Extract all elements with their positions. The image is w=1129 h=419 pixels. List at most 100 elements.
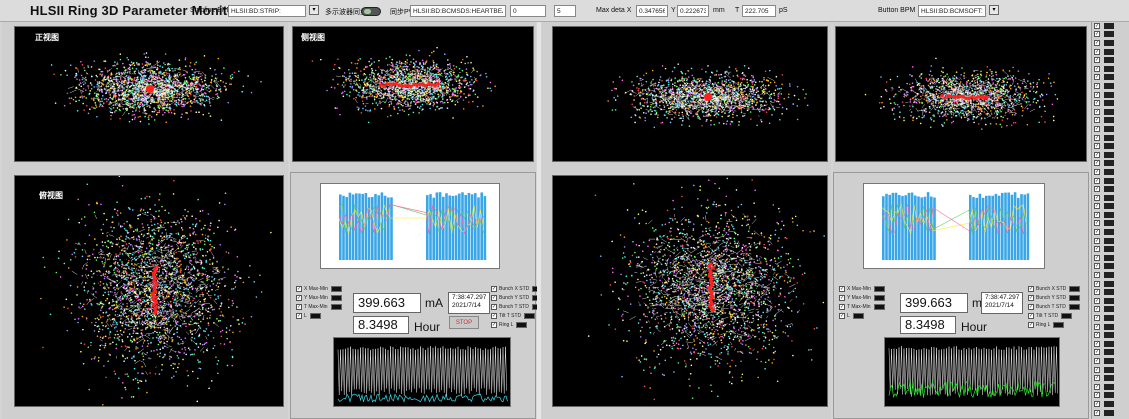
scatter-point xyxy=(211,276,213,278)
scatter-point xyxy=(146,256,148,259)
scatter-point xyxy=(458,85,461,88)
scatter-point xyxy=(415,101,418,104)
scatter-point xyxy=(227,101,230,104)
scatter-point xyxy=(471,79,473,81)
scatter-point xyxy=(88,93,91,95)
scatter-point xyxy=(105,376,107,379)
scatter-point xyxy=(184,216,186,219)
scatter-point xyxy=(208,90,211,93)
scatter-point xyxy=(227,306,230,309)
scatter-point xyxy=(174,363,176,365)
bunch-centroid xyxy=(427,81,431,86)
scatter-point xyxy=(140,380,143,383)
trace-segment xyxy=(195,93,200,95)
trace-segment xyxy=(193,70,201,73)
scatter-point xyxy=(474,93,477,96)
scatter-point xyxy=(142,298,145,301)
scatter-point xyxy=(448,71,451,74)
scatter-point xyxy=(180,242,183,244)
scatter-point xyxy=(116,323,118,326)
scatter-point xyxy=(147,256,149,258)
trace-segment xyxy=(164,102,168,108)
button-bpm-dropdown-icon[interactable]: ▾ xyxy=(989,5,999,15)
scatter-point xyxy=(401,109,404,111)
scatter-point xyxy=(181,91,183,93)
trace-segment xyxy=(141,86,146,90)
scatter-point xyxy=(190,93,192,96)
scatter-point xyxy=(112,81,115,84)
scatter-point xyxy=(472,100,474,103)
scatter-point xyxy=(208,112,210,115)
scatter-point xyxy=(126,336,129,338)
scatter-point xyxy=(183,73,186,76)
scatter-point xyxy=(150,247,152,250)
scatter-point xyxy=(342,86,345,88)
stripline-input[interactable] xyxy=(228,5,306,17)
scatter-point xyxy=(195,77,198,80)
stripline-dropdown-icon[interactable]: ▾ xyxy=(309,5,319,15)
sync-pv-input[interactable] xyxy=(410,5,506,17)
scatter-point xyxy=(204,83,207,86)
trace-segment xyxy=(370,89,376,95)
scatter-point xyxy=(209,104,212,107)
trace-segment xyxy=(169,97,172,100)
scatter-point xyxy=(394,77,397,79)
scatter-point xyxy=(445,75,448,78)
scatter-point xyxy=(144,250,147,253)
top-view-plot[interactable]: 俯视图 xyxy=(14,175,284,407)
scatter-point xyxy=(198,97,201,100)
scatter-point xyxy=(167,221,169,224)
scatter-point xyxy=(184,76,187,79)
scatter-point xyxy=(437,76,439,78)
scatter-point xyxy=(366,88,369,91)
scatter-point xyxy=(137,294,139,296)
max-delta-y-field xyxy=(677,5,709,17)
button-bpm-input[interactable] xyxy=(918,5,986,17)
scatter-point xyxy=(429,87,431,90)
scatter-point xyxy=(139,78,142,81)
scatter-point xyxy=(121,85,123,87)
scatter-point xyxy=(217,269,219,271)
scatter-point xyxy=(433,61,435,64)
scatter-point xyxy=(122,71,125,74)
trace-segment xyxy=(404,73,409,79)
scatter-point xyxy=(195,277,198,279)
scatter-point xyxy=(379,77,382,79)
scatter-point xyxy=(168,236,170,239)
scatter-point xyxy=(183,81,186,84)
trace-segment xyxy=(426,95,430,101)
scatter-point xyxy=(144,380,147,382)
scatter-point xyxy=(391,58,394,61)
scatter-point xyxy=(130,78,133,80)
scatter-point xyxy=(154,109,157,112)
scatter-point xyxy=(127,236,130,239)
scatter-point xyxy=(102,311,105,314)
scatter-point xyxy=(186,295,189,298)
scatter-point xyxy=(176,327,179,329)
scatter-point xyxy=(108,103,110,105)
scatter-point xyxy=(436,105,439,108)
interval-spinner[interactable] xyxy=(554,5,576,17)
bunch-centroid xyxy=(433,83,437,88)
scatter-point xyxy=(183,286,185,289)
trace-segment xyxy=(398,92,405,97)
scatter-point xyxy=(149,106,151,109)
trace-segment xyxy=(152,85,157,88)
scatter-point xyxy=(188,90,191,92)
multi-scope-sync-toggle[interactable] xyxy=(361,7,381,16)
scatter-point xyxy=(134,309,137,311)
scatter-point xyxy=(187,244,189,247)
scatter-point xyxy=(482,105,484,107)
front-view-plot[interactable]: 正视图 xyxy=(14,26,284,162)
side-view-plot[interactable]: 侧视图 xyxy=(292,26,534,162)
scatter-point xyxy=(236,276,238,278)
scatter-point xyxy=(108,252,111,255)
scatter-point xyxy=(198,83,200,85)
scatter-point xyxy=(121,261,123,263)
scatter-point xyxy=(158,210,160,212)
scatter-point xyxy=(362,102,365,105)
scatter-point xyxy=(63,306,65,308)
scatter-point xyxy=(143,70,146,73)
scatter-point xyxy=(81,255,84,258)
scatter-point xyxy=(343,75,346,78)
